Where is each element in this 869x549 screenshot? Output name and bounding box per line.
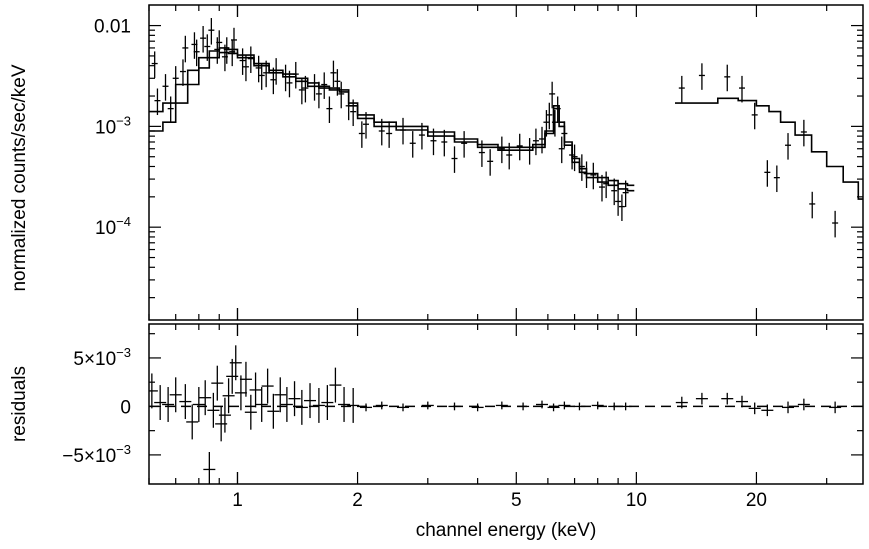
x-tick-label: 2	[352, 490, 363, 511]
x-tick-label: 10	[626, 490, 647, 511]
model-step-line-3	[675, 97, 863, 200]
spectrum-y-tick-label: 10−4	[95, 214, 131, 239]
top-panel-ticks	[148, 5, 863, 320]
residuals-y-axis-label: residuals	[9, 366, 30, 442]
spectrum-y-tick-label: 10−3	[95, 113, 131, 138]
residuals-y-tick-label: 0	[120, 397, 131, 418]
spectrum-plot-area	[149, 18, 863, 238]
x-tick-label: 1	[232, 490, 243, 511]
x-tick-labels: 1 2 5 10 20	[232, 490, 767, 511]
residuals-y-tick-labels: 5×10−3 0 −5×10−3	[62, 345, 131, 467]
residuals-y-tick-label: −5×10−3	[62, 442, 131, 467]
residuals-plot-area	[149, 345, 863, 484]
model-step-line-2	[149, 51, 635, 192]
x-tick-label: 5	[511, 490, 522, 511]
bottom-panel-frame	[148, 323, 864, 485]
spectrum-y-axis-label: normalized counts/sec/keV	[9, 64, 30, 291]
x-tick-label: 20	[746, 490, 767, 511]
top-panel-frame	[148, 4, 864, 321]
spectrum-y-tick-labels: 0.01 10−3 10−4	[94, 17, 131, 240]
spectrum-y-tick-label: 0.01	[94, 17, 131, 38]
model-step-line-1	[149, 47, 635, 187]
residuals-y-tick-label: 5×10−3	[73, 345, 131, 370]
x-axis-label: channel energy (keV)	[416, 520, 597, 541]
